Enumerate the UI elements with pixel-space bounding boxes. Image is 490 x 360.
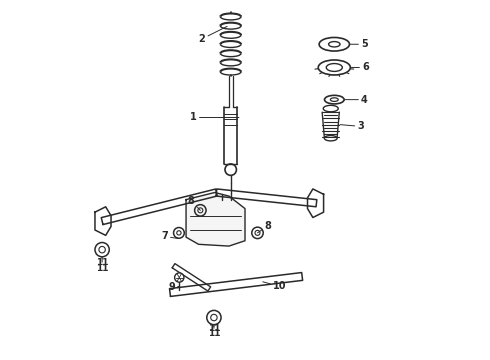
Text: 8: 8 xyxy=(188,196,200,210)
Text: 9: 9 xyxy=(168,282,179,292)
Text: 1: 1 xyxy=(190,112,239,122)
Text: 8: 8 xyxy=(258,221,271,233)
Polygon shape xyxy=(101,189,217,225)
Polygon shape xyxy=(170,273,303,296)
Text: 3: 3 xyxy=(340,121,364,131)
Circle shape xyxy=(174,273,184,282)
Text: 6: 6 xyxy=(351,63,369,72)
Polygon shape xyxy=(216,189,317,207)
Text: 5: 5 xyxy=(350,39,368,49)
Polygon shape xyxy=(186,193,245,246)
Text: 11: 11 xyxy=(96,257,108,267)
Text: 2: 2 xyxy=(198,26,227,44)
Text: 4: 4 xyxy=(345,95,368,105)
Polygon shape xyxy=(172,264,211,291)
Text: 11: 11 xyxy=(208,325,220,338)
Text: 10: 10 xyxy=(263,282,286,292)
Text: 11: 11 xyxy=(208,324,220,333)
Text: 7: 7 xyxy=(161,231,179,242)
Text: 11: 11 xyxy=(96,257,108,273)
